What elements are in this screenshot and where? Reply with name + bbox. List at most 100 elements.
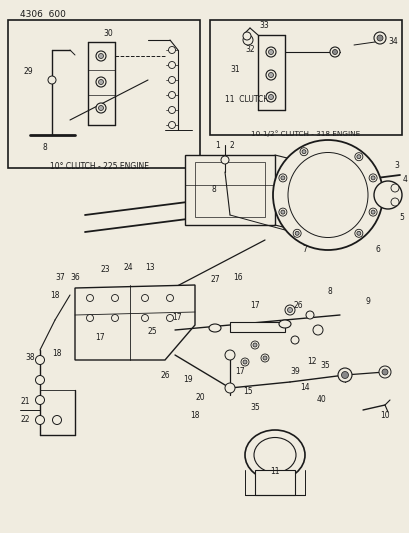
- Circle shape: [301, 150, 305, 154]
- Text: 26: 26: [160, 370, 169, 379]
- Circle shape: [98, 79, 103, 85]
- Text: 39: 39: [290, 367, 299, 376]
- Text: 20: 20: [195, 393, 204, 402]
- Text: 13: 13: [145, 263, 155, 272]
- Text: 19: 19: [183, 376, 192, 384]
- Text: 11  CLUTCH: 11 CLUTCH: [225, 95, 268, 104]
- Circle shape: [168, 61, 175, 69]
- Bar: [195, 162, 264, 217]
- Text: 27: 27: [210, 276, 219, 285]
- Text: 12: 12: [306, 358, 316, 367]
- Circle shape: [287, 308, 292, 312]
- Circle shape: [268, 94, 273, 100]
- Text: 30: 30: [103, 28, 112, 37]
- Circle shape: [332, 50, 337, 54]
- Circle shape: [168, 107, 175, 114]
- Circle shape: [48, 76, 56, 84]
- Circle shape: [378, 366, 390, 378]
- Text: 21: 21: [20, 398, 30, 407]
- Circle shape: [36, 356, 45, 365]
- Circle shape: [240, 358, 248, 366]
- Circle shape: [96, 103, 106, 113]
- Bar: [8, 20, 200, 168]
- Circle shape: [381, 369, 387, 375]
- Text: 3: 3: [393, 160, 398, 169]
- Ellipse shape: [278, 320, 290, 328]
- Text: 18: 18: [52, 349, 62, 358]
- Circle shape: [86, 314, 93, 321]
- Circle shape: [278, 174, 286, 182]
- Circle shape: [168, 46, 175, 53]
- Circle shape: [111, 314, 118, 321]
- Ellipse shape: [209, 324, 220, 332]
- Circle shape: [168, 122, 175, 128]
- Circle shape: [368, 174, 376, 182]
- Text: 15: 15: [243, 387, 252, 397]
- Text: 40: 40: [316, 395, 326, 405]
- Circle shape: [329, 47, 339, 57]
- Text: 10° CLUTCH - 225 ENGINE: 10° CLUTCH - 225 ENGINE: [50, 162, 149, 171]
- Circle shape: [265, 47, 275, 57]
- Text: 4306  600: 4306 600: [20, 10, 66, 19]
- Circle shape: [390, 184, 398, 192]
- Text: 5: 5: [399, 214, 403, 222]
- Circle shape: [354, 229, 362, 237]
- Text: 26: 26: [292, 301, 302, 310]
- Text: 24: 24: [123, 263, 133, 272]
- Circle shape: [370, 210, 374, 214]
- Bar: [184, 155, 274, 225]
- Circle shape: [373, 181, 401, 209]
- Text: 6: 6: [375, 246, 380, 254]
- Polygon shape: [75, 285, 195, 360]
- Text: 31: 31: [229, 66, 239, 75]
- Circle shape: [305, 311, 313, 319]
- Text: 23: 23: [100, 265, 110, 274]
- Circle shape: [337, 368, 351, 382]
- Circle shape: [98, 53, 103, 59]
- Circle shape: [141, 295, 148, 302]
- Circle shape: [356, 231, 360, 235]
- Circle shape: [370, 176, 374, 180]
- Text: 14: 14: [299, 384, 309, 392]
- Text: 35: 35: [249, 403, 259, 413]
- Circle shape: [280, 176, 284, 180]
- Circle shape: [356, 155, 360, 159]
- Circle shape: [265, 70, 275, 80]
- Circle shape: [52, 416, 61, 424]
- Circle shape: [225, 350, 234, 360]
- Circle shape: [168, 92, 175, 99]
- Circle shape: [98, 106, 103, 110]
- Circle shape: [166, 314, 173, 321]
- Circle shape: [250, 341, 258, 349]
- Circle shape: [368, 208, 376, 216]
- Text: 38: 38: [25, 352, 35, 361]
- Circle shape: [243, 35, 252, 45]
- Text: 29: 29: [23, 68, 33, 77]
- Circle shape: [280, 210, 284, 214]
- Text: 17: 17: [249, 301, 259, 310]
- Circle shape: [390, 198, 398, 206]
- Text: 34: 34: [387, 37, 397, 46]
- Circle shape: [278, 208, 286, 216]
- Ellipse shape: [377, 188, 397, 202]
- Circle shape: [284, 305, 294, 315]
- Circle shape: [36, 416, 45, 424]
- Circle shape: [261, 354, 268, 362]
- Text: 33: 33: [258, 20, 268, 29]
- Circle shape: [225, 383, 234, 393]
- Circle shape: [341, 372, 348, 378]
- Circle shape: [265, 92, 275, 102]
- Circle shape: [86, 295, 93, 302]
- Text: 37: 37: [55, 273, 65, 282]
- Text: 2: 2: [229, 141, 234, 149]
- Text: 9: 9: [365, 297, 370, 306]
- Ellipse shape: [287, 152, 367, 238]
- Bar: [254, 470, 294, 495]
- Circle shape: [299, 148, 307, 156]
- Circle shape: [252, 343, 256, 347]
- Circle shape: [268, 72, 273, 77]
- Ellipse shape: [254, 438, 295, 472]
- Text: 10-1/2° CLUTCH - 318 ENGINE: 10-1/2° CLUTCH - 318 ENGINE: [251, 130, 360, 137]
- Text: 25: 25: [147, 327, 156, 336]
- Text: 8: 8: [327, 287, 332, 296]
